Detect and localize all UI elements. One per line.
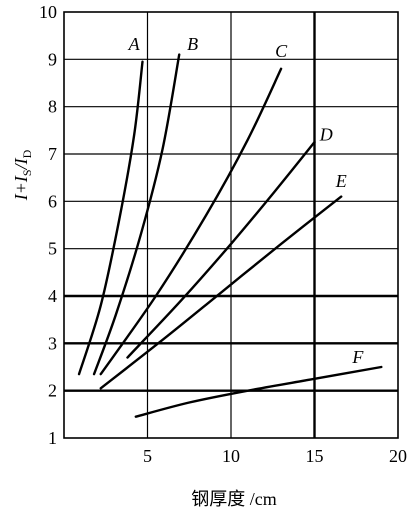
series-label-d: D	[319, 125, 333, 145]
tick-labels: 1 2 3 4 5 6 7 8 9 10 5 10 15 20	[39, 2, 407, 466]
x-tick-label: 10	[222, 446, 240, 466]
y-tick-label: 9	[48, 49, 57, 69]
x-tick-label: 15	[306, 446, 324, 466]
y-tick-label: 5	[48, 239, 57, 259]
series-label-b: B	[187, 34, 198, 54]
y-tick-label: 4	[48, 286, 57, 306]
x-tick-label: 20	[389, 446, 407, 466]
series-label-c: C	[275, 41, 288, 61]
y-tick-label: 8	[48, 97, 57, 117]
y-tick-label: 7	[48, 144, 57, 164]
y-axis-title-mid: /I	[11, 157, 31, 170]
y-axis-title: I+IS/ID	[11, 149, 34, 201]
series-line-c	[99, 67, 283, 376]
series-line-b	[92, 53, 181, 376]
y-axis-title-sub1: S	[20, 169, 34, 176]
y-axis-title-sub2: D	[20, 149, 34, 158]
series-line-f	[134, 365, 383, 418]
x-axis-title: 钢厚度 /cm	[191, 489, 277, 509]
y-tick-label: 2	[48, 381, 57, 401]
grid	[63, 11, 399, 439]
y-tick-label: 3	[48, 333, 57, 353]
series-line-d	[126, 140, 316, 359]
series-line-a	[77, 60, 144, 376]
y-tick-label: 10	[39, 2, 57, 22]
series-label-f: F	[351, 347, 364, 367]
series-label-a: A	[128, 34, 141, 54]
series-line-e	[99, 195, 343, 390]
series-lines	[77, 53, 383, 418]
series-labels: A B C D E F	[128, 34, 365, 367]
series-label-e: E	[335, 171, 347, 191]
y-tick-label: 1	[48, 428, 57, 448]
x-tick-label: 5	[143, 446, 152, 466]
y-tick-label: 6	[48, 191, 57, 211]
y-axis-title-prefix: I+I	[11, 175, 31, 201]
